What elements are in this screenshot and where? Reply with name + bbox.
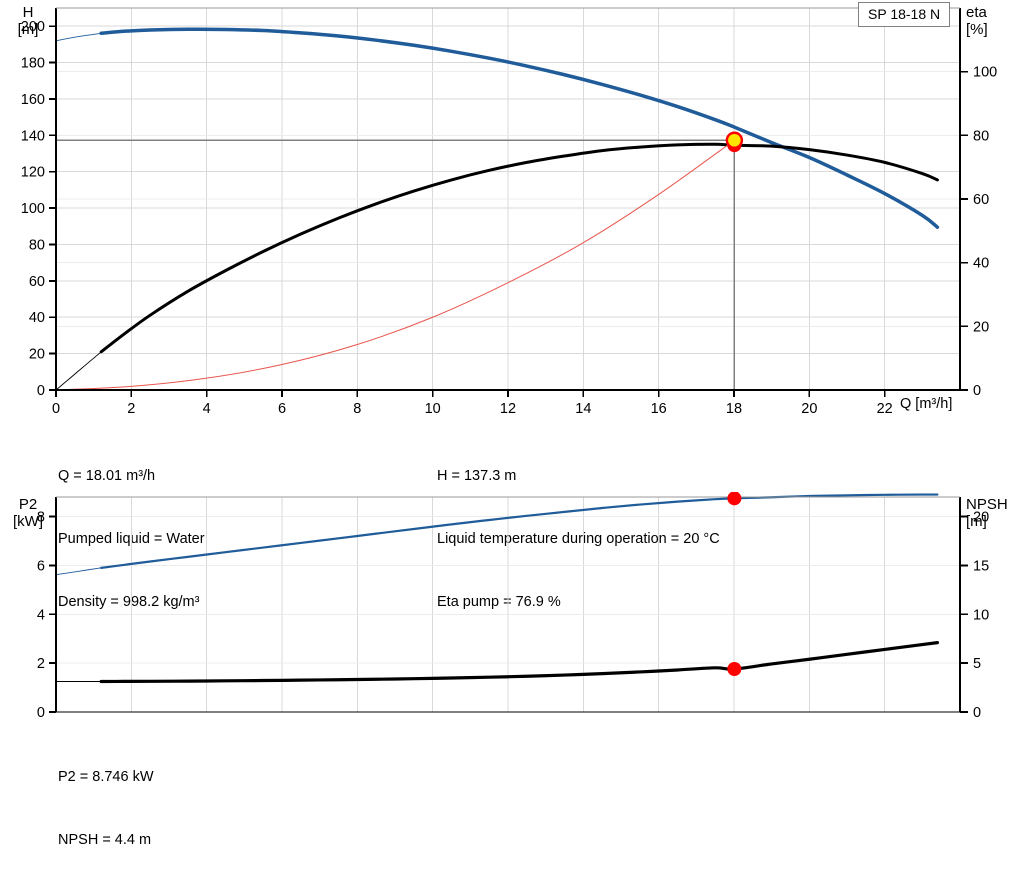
svg-text:18: 18 bbox=[726, 401, 742, 415]
svg-text:0: 0 bbox=[37, 705, 45, 720]
info-density: Density = 998.2 kg/m³ bbox=[58, 594, 200, 610]
svg-text:20: 20 bbox=[973, 319, 989, 335]
svg-text:40: 40 bbox=[29, 310, 45, 326]
svg-text:10: 10 bbox=[973, 607, 989, 623]
svg-text:10: 10 bbox=[425, 401, 441, 415]
head-efficiency-chart: 0 20 40 60 80 100 120 140 160 180 200 0 20 40 60 80 100 0… bbox=[0, 0, 1024, 415]
svg-text:4: 4 bbox=[37, 607, 45, 623]
svg-text:2: 2 bbox=[37, 656, 45, 672]
svg-text:2: 2 bbox=[127, 401, 135, 415]
svg-text:140: 140 bbox=[21, 128, 45, 144]
head-efficiency-plot: 0 20 40 60 80 100 120 140 160 180 200 0 20 40 60 80 100 0… bbox=[21, 7, 997, 415]
info-p2: P2 = 8.746 kW bbox=[58, 769, 154, 785]
svg-text:0: 0 bbox=[37, 383, 45, 399]
svg-text:22: 22 bbox=[877, 401, 893, 415]
svg-text:80: 80 bbox=[973, 128, 989, 144]
svg-text:100: 100 bbox=[973, 65, 997, 81]
svg-text:0: 0 bbox=[52, 401, 60, 415]
svg-text:20: 20 bbox=[29, 347, 45, 363]
svg-text:60: 60 bbox=[973, 192, 989, 208]
svg-text:40: 40 bbox=[973, 256, 989, 272]
svg-text:20: 20 bbox=[973, 510, 989, 526]
svg-text:12: 12 bbox=[500, 401, 516, 415]
pump-model-legend: SP 18-18 N bbox=[858, 2, 951, 27]
svg-text:4: 4 bbox=[203, 401, 211, 415]
svg-text:180: 180 bbox=[21, 56, 45, 72]
pump-curve-page: 0 20 40 60 80 100 120 140 160 180 200 0 20 40 60 80 100 0… bbox=[0, 0, 1024, 848]
svg-text:8: 8 bbox=[353, 401, 361, 415]
svg-text:20: 20 bbox=[801, 401, 817, 415]
info-h: H = 137.3 m bbox=[437, 468, 517, 484]
svg-text:16: 16 bbox=[651, 401, 667, 415]
power-npsh-chart: 0 2 4 6 8 0 5 10 15 20 P2 [kW] NPSH [m] bbox=[0, 492, 1024, 720]
info-pumped-liquid: Pumped liquid = Water bbox=[58, 531, 205, 547]
svg-text:6: 6 bbox=[278, 401, 286, 415]
svg-text:120: 120 bbox=[21, 165, 45, 181]
svg-text:8: 8 bbox=[37, 510, 45, 526]
svg-text:6: 6 bbox=[37, 558, 45, 574]
power-npsh-plot: 0 2 4 6 8 0 5 10 15 20 bbox=[37, 492, 989, 720]
svg-text:100: 100 bbox=[21, 201, 45, 217]
svg-text:15: 15 bbox=[973, 558, 989, 574]
info-liquid-temperature: Liquid temperature during operation = 20… bbox=[437, 531, 720, 547]
info-q: Q = 18.01 m³/h bbox=[58, 468, 156, 484]
info-npsh: NPSH = 4.4 m bbox=[58, 832, 152, 848]
svg-text:0: 0 bbox=[973, 705, 981, 720]
svg-text:80: 80 bbox=[29, 237, 45, 253]
power-info: P2 = 8.746 kW NPSH = 4.4 m bbox=[58, 725, 154, 893]
operating-info-col2: H = 137.3 m Liquid temperature during op… bbox=[437, 424, 720, 655]
svg-text:160: 160 bbox=[21, 92, 45, 108]
operating-info-col1: Q = 18.01 m³/h Pumped liquid = Water Den… bbox=[58, 424, 205, 655]
svg-text:200: 200 bbox=[21, 19, 45, 35]
svg-text:5: 5 bbox=[973, 656, 981, 672]
info-eta-pump: Eta pump = 76.9 % bbox=[437, 594, 561, 610]
svg-text:14: 14 bbox=[575, 401, 591, 415]
svg-text:0: 0 bbox=[973, 383, 981, 399]
svg-text:60: 60 bbox=[29, 274, 45, 290]
